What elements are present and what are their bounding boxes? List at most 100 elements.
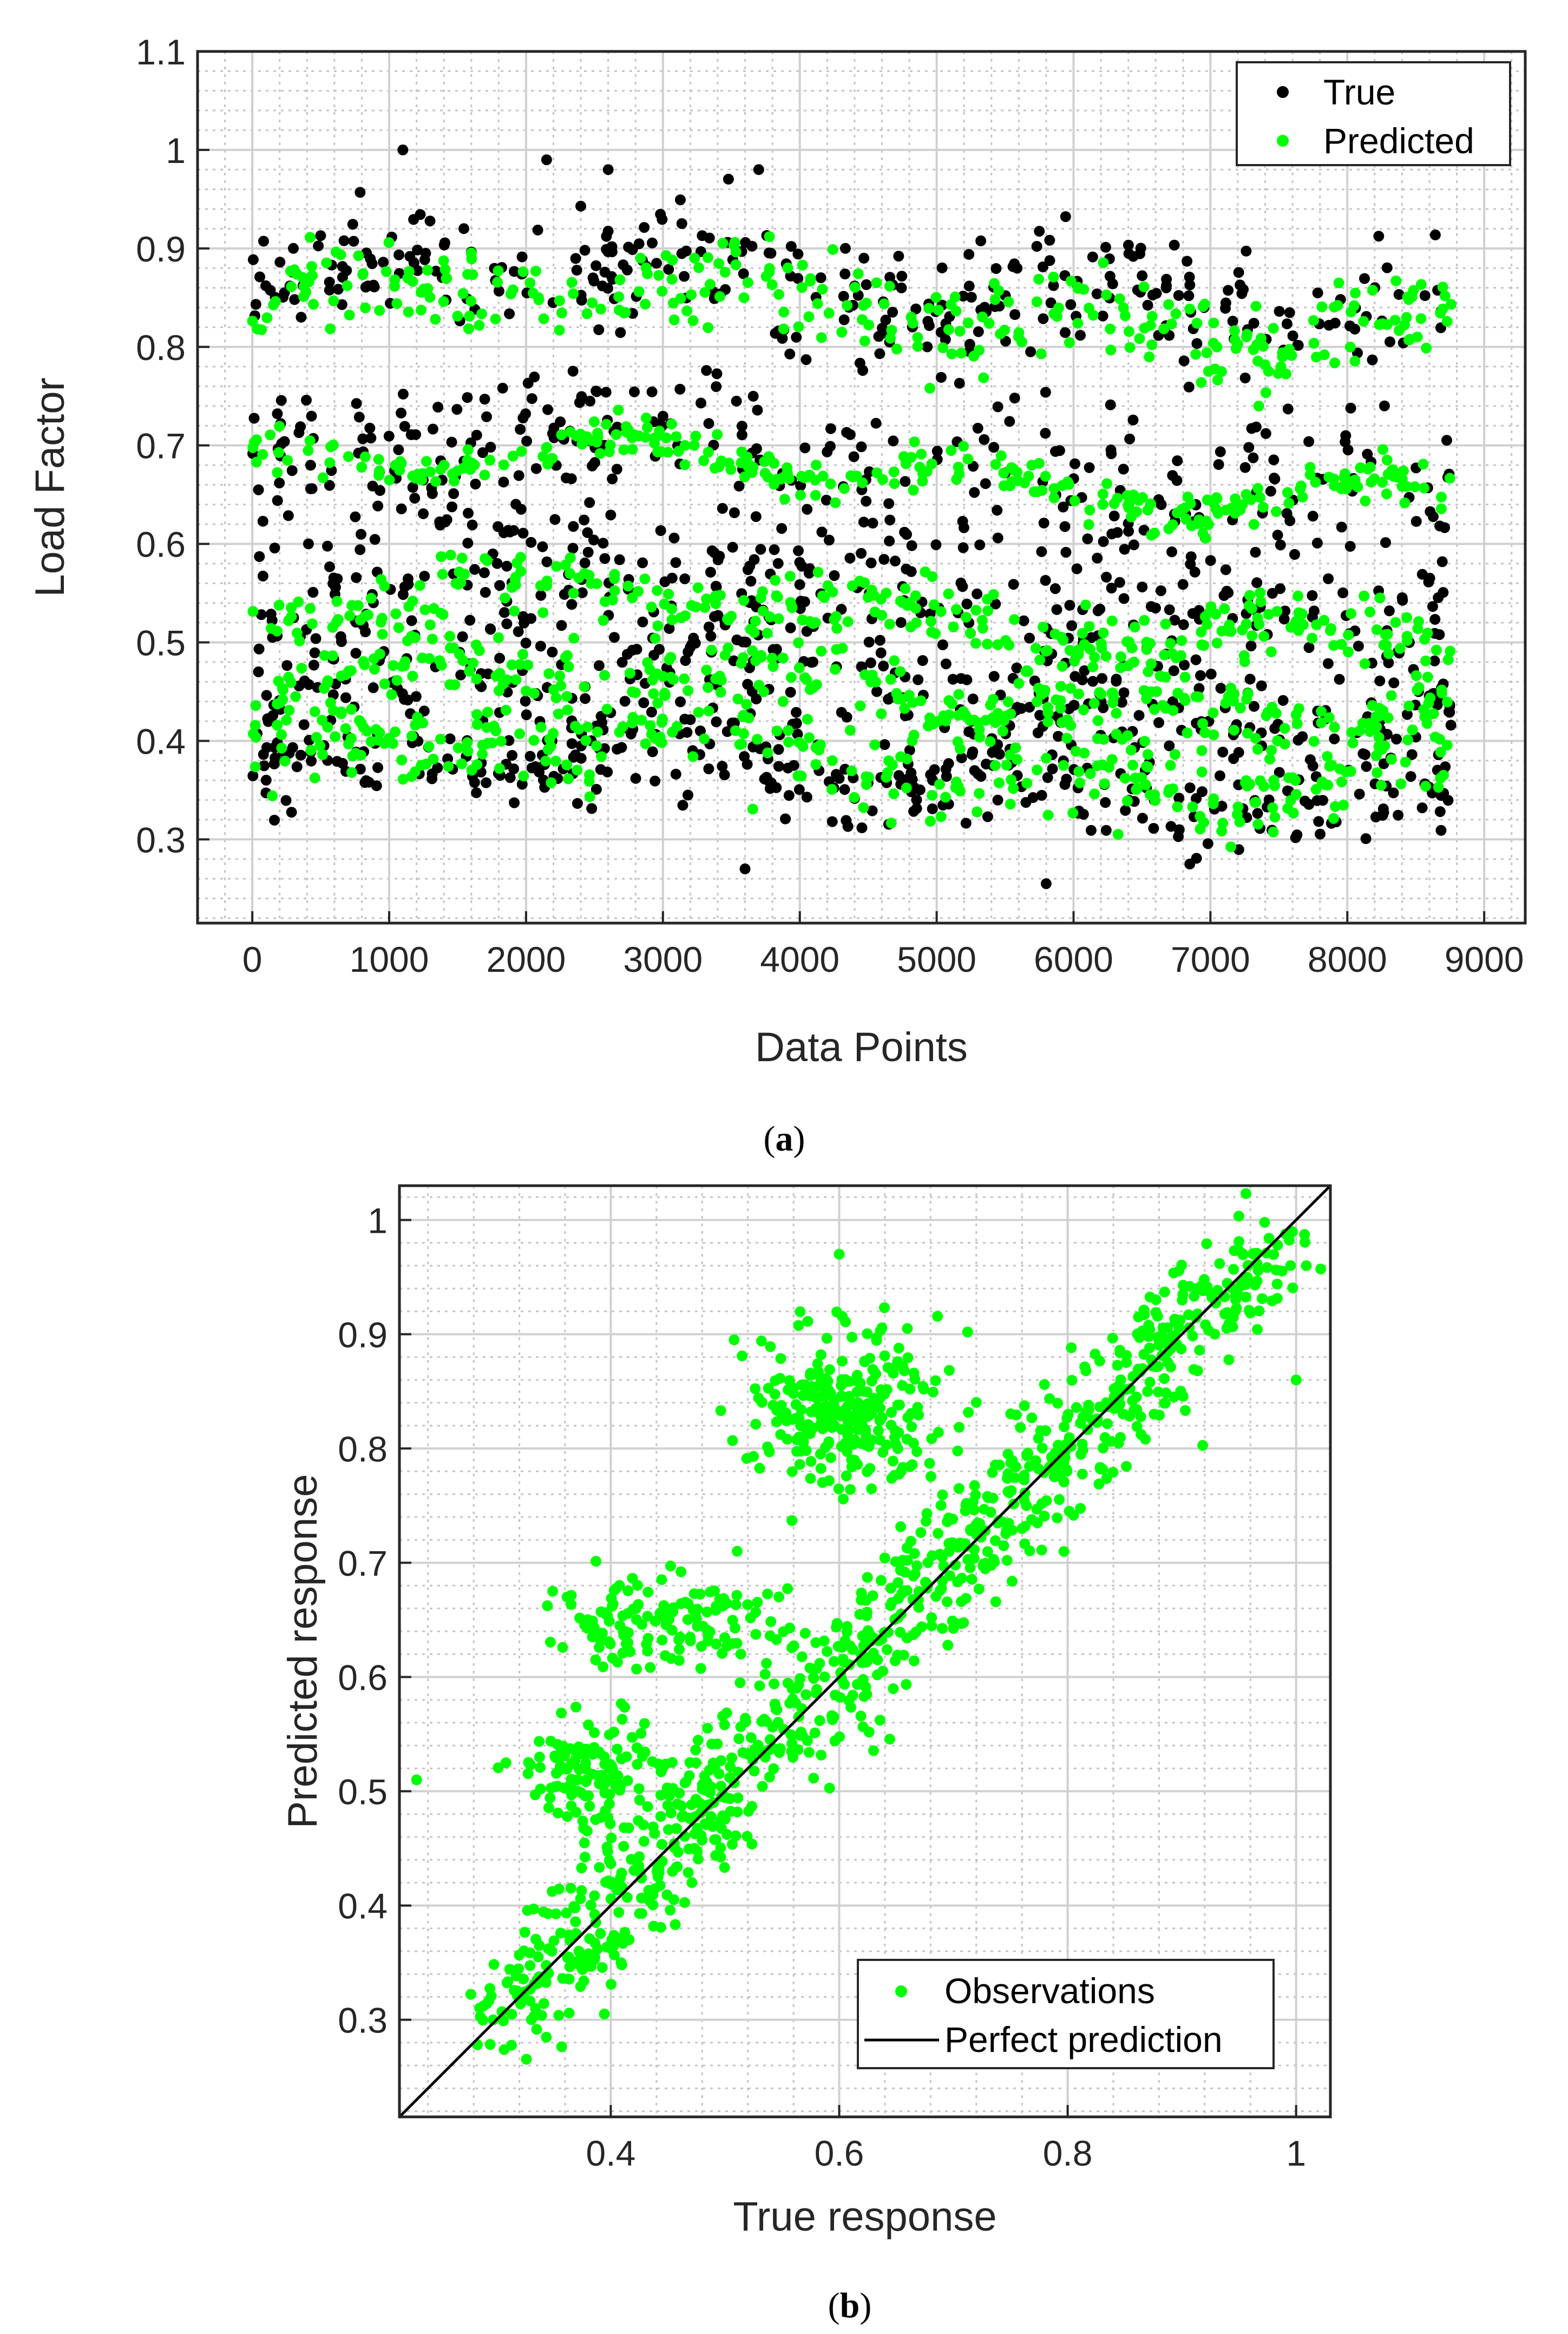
- panel-b-perfect-prediction-line: [398, 1185, 1331, 2118]
- predicted-point: [640, 432, 651, 443]
- observation-point: [1001, 1555, 1013, 1566]
- predicted-point: [1083, 519, 1094, 530]
- true-point: [961, 674, 973, 685]
- predicted-point: [296, 663, 307, 674]
- true-point: [1385, 336, 1395, 348]
- predicted-point: [1216, 625, 1228, 637]
- true-point: [670, 768, 681, 780]
- predicted-point: [248, 728, 259, 740]
- observation-point: [672, 1846, 684, 1858]
- predicted-point: [1390, 275, 1402, 286]
- predicted-point: [439, 264, 451, 275]
- true-point: [738, 268, 749, 279]
- true-point: [1436, 556, 1448, 567]
- observation-point: [642, 1801, 653, 1812]
- predicted-point: [537, 607, 549, 618]
- true-point: [880, 315, 891, 326]
- observation-point: [970, 1397, 982, 1408]
- predicted-point: [1190, 349, 1202, 360]
- predicted-point: [1337, 481, 1348, 492]
- true-point: [663, 264, 674, 275]
- observation-point: [535, 1762, 546, 1773]
- predicted-point: [1191, 318, 1203, 329]
- predicted-point: [972, 806, 983, 818]
- true-point: [679, 271, 690, 282]
- observation-point: [849, 1435, 861, 1446]
- predicted-point: [1038, 622, 1049, 633]
- predicted-point: [340, 723, 351, 734]
- predicted-point: [388, 660, 399, 671]
- observation-point: [715, 1405, 726, 1416]
- predicted-point: [646, 602, 657, 613]
- predicted-point: [445, 550, 456, 561]
- predicted-point: [946, 698, 957, 709]
- predicted-point: [379, 738, 390, 749]
- predicted-point: [646, 729, 657, 740]
- predicted-point: [640, 738, 651, 749]
- true-point: [1105, 399, 1116, 410]
- observation-point: [581, 1825, 593, 1836]
- true-point: [630, 773, 641, 784]
- true-point: [365, 433, 377, 444]
- true-point: [704, 232, 715, 244]
- observation-point: [900, 1566, 910, 1578]
- observation-point: [842, 1621, 852, 1632]
- true-point: [1100, 241, 1111, 253]
- observation-point: [465, 1989, 476, 2000]
- observation-point: [672, 1861, 683, 1872]
- true-point: [1195, 670, 1206, 681]
- predicted-point: [356, 462, 368, 473]
- observation-point: [782, 1583, 793, 1594]
- observation-point: [562, 1811, 573, 1822]
- true-point: [675, 194, 686, 206]
- true-point: [301, 395, 312, 406]
- predicted-point: [423, 741, 435, 752]
- true-point: [602, 766, 613, 777]
- predicted-point: [659, 688, 670, 699]
- predicted-point: [1266, 744, 1277, 756]
- true-point: [364, 422, 376, 434]
- observation-point: [613, 1907, 625, 1918]
- true-point: [1044, 255, 1055, 266]
- observation-point: [782, 1434, 793, 1445]
- true-point: [260, 775, 272, 786]
- x-tick-label: 0.8: [1043, 2133, 1093, 2173]
- true-point: [647, 237, 658, 249]
- true-point: [351, 398, 362, 409]
- true-point: [677, 800, 688, 811]
- predicted-point: [1437, 303, 1448, 315]
- predicted-point: [424, 619, 436, 631]
- true-point: [865, 557, 877, 568]
- true-point: [877, 323, 888, 334]
- predicted-point: [915, 695, 927, 707]
- true-point: [1009, 393, 1020, 404]
- true-point: [324, 480, 335, 491]
- predicted-point: [517, 266, 529, 277]
- predicted-point: [594, 448, 606, 459]
- true-point: [1184, 279, 1196, 291]
- true-point: [1239, 462, 1251, 473]
- observation-point: [863, 1727, 875, 1738]
- predicted-point: [647, 675, 658, 686]
- observation-point: [573, 1786, 584, 1797]
- predicted-point: [1145, 498, 1156, 509]
- true-point: [664, 623, 675, 634]
- predicted-point: [1057, 480, 1068, 491]
- true-point: [878, 554, 890, 565]
- predicted-point: [823, 308, 835, 319]
- predicted-point: [1078, 704, 1089, 716]
- observation-point: [735, 1721, 746, 1732]
- predicted-point: [810, 490, 821, 501]
- true-point: [535, 590, 547, 601]
- predicted-point: [1196, 745, 1208, 756]
- predicted-point: [591, 740, 602, 751]
- predicted-point: [827, 244, 838, 255]
- predicted-point: [1231, 809, 1243, 820]
- predicted-point: [1346, 727, 1357, 738]
- predicted-point: [1163, 299, 1175, 310]
- observation-point: [860, 1682, 871, 1693]
- predicted-point: [498, 459, 509, 470]
- observation-point: [1026, 1412, 1038, 1423]
- observation-point: [922, 1557, 934, 1568]
- predicted-point: [390, 726, 401, 737]
